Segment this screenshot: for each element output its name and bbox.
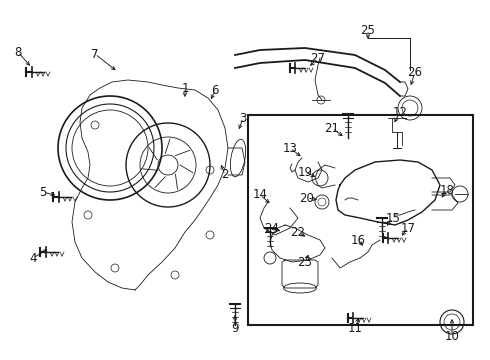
Text: 23: 23 [297,256,313,269]
Text: 4: 4 [29,252,37,265]
Text: 10: 10 [444,329,460,342]
Text: 18: 18 [440,184,454,197]
Text: 8: 8 [14,45,22,58]
Text: 20: 20 [299,192,315,204]
Text: 6: 6 [211,84,219,96]
Text: 13: 13 [283,141,297,154]
Text: 14: 14 [252,189,268,202]
Text: 22: 22 [291,225,305,238]
Bar [248,115,473,325]
Text: 24: 24 [265,221,279,234]
Text: 3: 3 [239,112,246,125]
Text: 15: 15 [386,211,400,225]
Text: 16: 16 [350,234,366,247]
Text: 7: 7 [91,48,99,60]
Text: 1: 1 [181,81,189,94]
Text: 19: 19 [297,166,313,179]
Text: 9: 9 [231,321,239,334]
Text: 25: 25 [361,23,375,36]
Text: 5: 5 [39,185,47,198]
Text: 21: 21 [324,122,340,135]
Text: 11: 11 [347,321,363,334]
Text: 26: 26 [408,66,422,78]
Text: 12: 12 [392,105,408,118]
Text: 2: 2 [221,168,229,181]
Text: 17: 17 [400,221,416,234]
Text: 27: 27 [311,51,325,64]
